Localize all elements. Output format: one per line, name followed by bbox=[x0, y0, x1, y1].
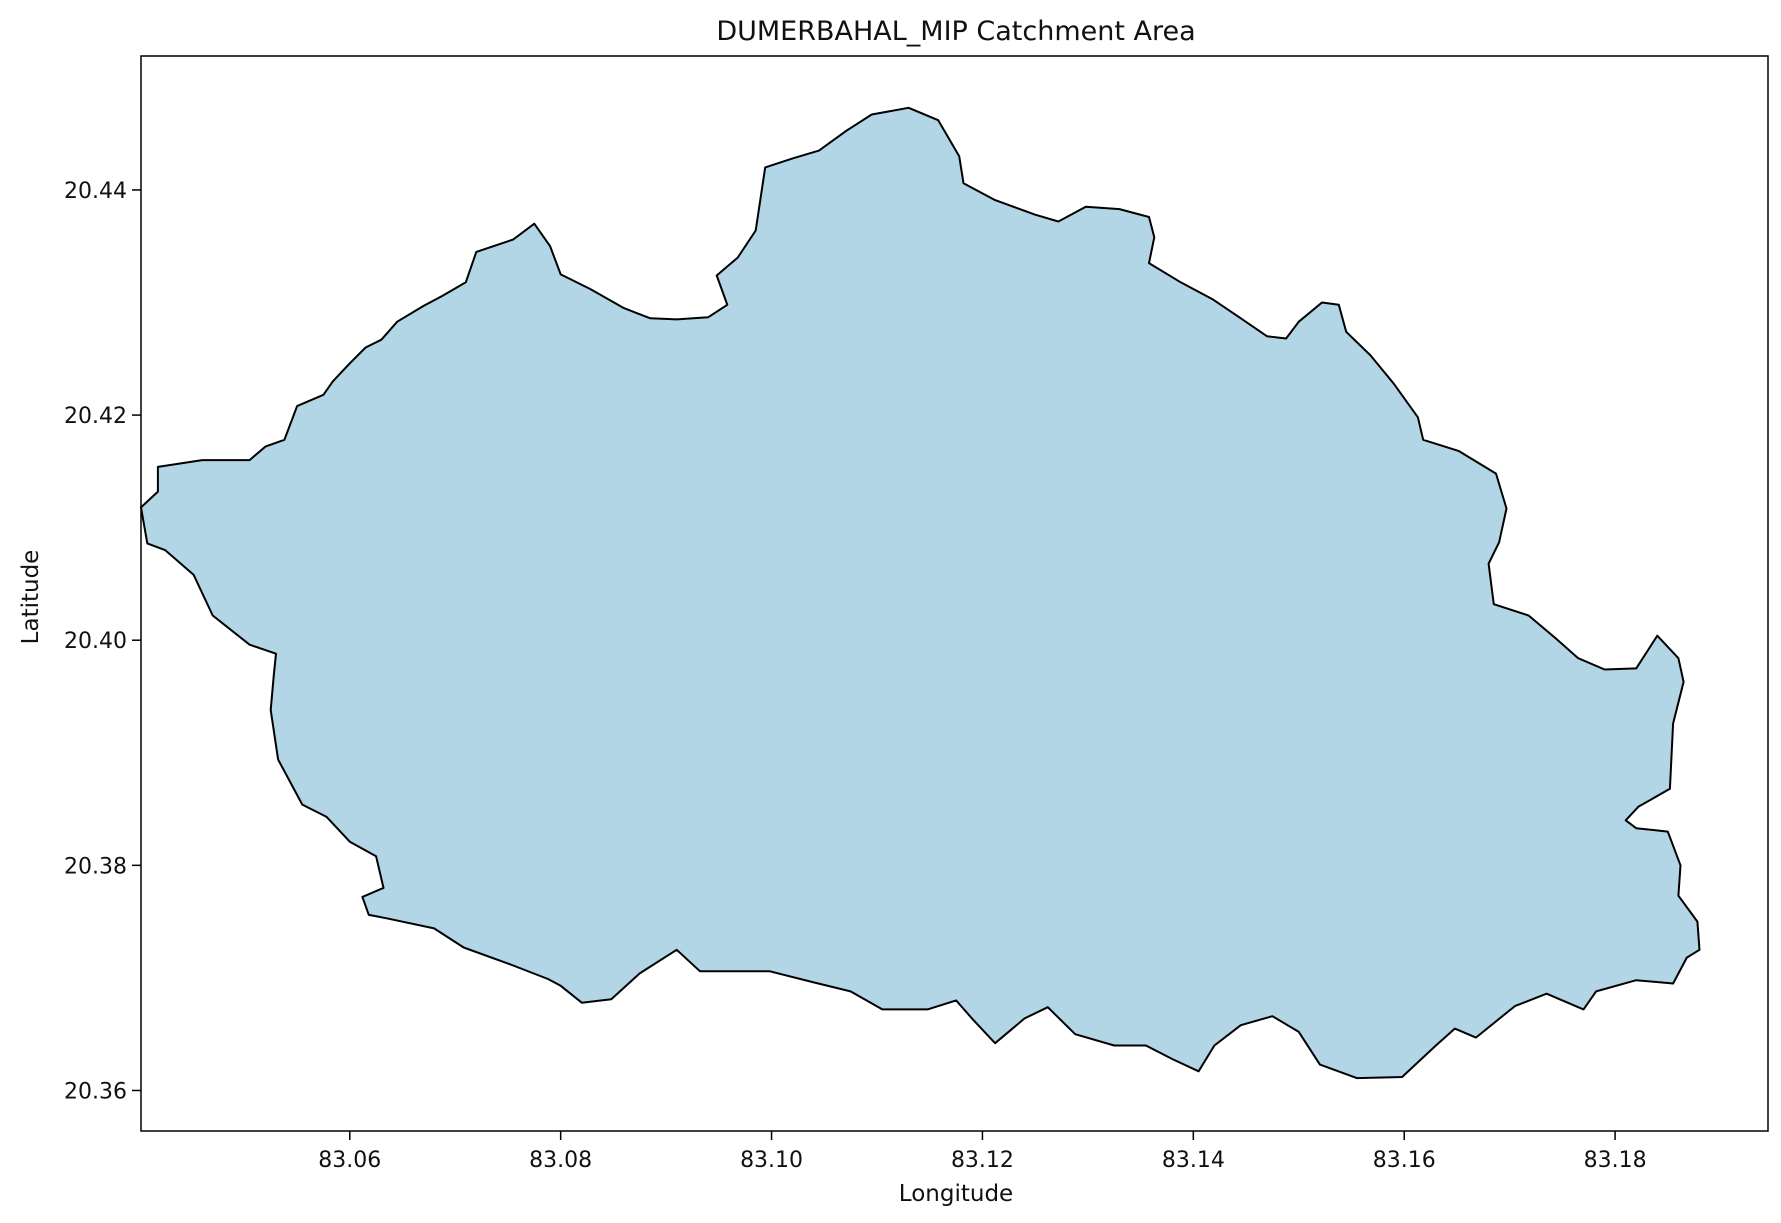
y-tick-label: 20.38 bbox=[64, 854, 127, 879]
y-tick-label: 20.36 bbox=[64, 1079, 127, 1104]
x-tick-label: 83.18 bbox=[1584, 1148, 1647, 1173]
x-tick-label: 83.14 bbox=[1162, 1148, 1225, 1173]
y-axis-label: Latitude bbox=[18, 550, 44, 645]
y-tick-label: 20.44 bbox=[64, 179, 127, 204]
axes-frame bbox=[140, 55, 1769, 1132]
x-axis-ticks: 83.06 83.08 83.10 83.12 83.14 83.16 83.18 bbox=[318, 1131, 1647, 1173]
x-tick-label: 83.16 bbox=[1373, 1148, 1436, 1173]
y-tick-label: 20.42 bbox=[64, 404, 127, 429]
x-axis-label: Longitude bbox=[899, 1181, 1013, 1207]
x-tick-label: 83.06 bbox=[318, 1148, 381, 1173]
catchment-area-polygon[interactable] bbox=[140, 106, 1701, 1080]
x-tick-label: 83.10 bbox=[740, 1148, 803, 1173]
y-axis-ticks: 20.36 20.38 20.40 20.42 20.44 bbox=[64, 179, 141, 1104]
x-tick-label: 83.08 bbox=[529, 1148, 592, 1173]
chart-title: DUMERBAHAL_MIP Catchment Area bbox=[716, 16, 1195, 47]
plot-area bbox=[140, 55, 1769, 1132]
x-tick-label: 83.12 bbox=[951, 1148, 1014, 1173]
y-tick-label: 20.40 bbox=[64, 629, 127, 654]
